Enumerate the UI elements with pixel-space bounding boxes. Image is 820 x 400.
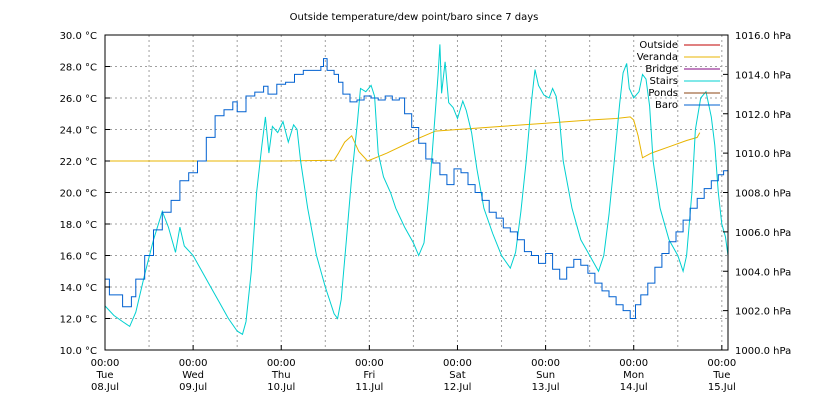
left-tick-label: 24.0 °C — [60, 126, 97, 137]
right-tick-label: 1006.0 hPa — [735, 228, 791, 239]
x-tick-date: 13.Jul — [532, 382, 560, 393]
left-tick-label: 22.0 °C — [60, 157, 97, 168]
chart-title: Outside temperature/dew point/baro since… — [290, 12, 539, 23]
x-tick-time: 00:00 — [179, 358, 208, 369]
x-tick-date: 08.Jul — [91, 382, 119, 393]
left-tick-label: 30.0 °C — [60, 31, 97, 42]
x-axis-ticks: 00:00Tue08.Jul00:00Wed09.Jul00:00Thu10.J… — [91, 345, 736, 393]
x-tick-weekday: Tue — [712, 370, 730, 381]
right-tick-label: 1012.0 hPa — [735, 110, 791, 121]
right-tick-label: 1016.0 hPa — [735, 31, 791, 42]
legend-label: Stairs — [650, 76, 679, 87]
series-lines — [104, 44, 729, 336]
right-tick-label: 1008.0 hPa — [735, 189, 791, 200]
right-tick-label: 1010.0 hPa — [735, 149, 791, 160]
x-tick-date: 09.Jul — [179, 382, 207, 393]
x-tick-time: 00:00 — [443, 358, 472, 369]
x-tick-time: 00:00 — [355, 358, 384, 369]
right-tick-label: 1002.0 hPa — [735, 307, 791, 318]
x-tick-time: 00:00 — [619, 358, 648, 369]
series-line-stairs — [104, 44, 729, 336]
left-tick-label: 18.0 °C — [60, 220, 97, 231]
x-tick-time: 00:00 — [707, 358, 736, 369]
grid-lines — [105, 35, 728, 350]
x-tick-weekday: Sun — [536, 370, 555, 381]
legend-label: Outside — [639, 40, 678, 51]
left-axis-ticks: 10.0 °C 12.0 °C 14.0 °C 16.0 °C 18.0 °C 20.0 … — [60, 31, 110, 357]
left-tick-label: 26.0 °C — [60, 94, 97, 105]
x-tick-date: 15.Jul — [708, 382, 736, 393]
x-tick-date: 14.Jul — [620, 382, 648, 393]
right-tick-label: 1014.0 hPa — [735, 70, 791, 81]
x-tick-date: 12.Jul — [443, 382, 471, 393]
x-tick-weekday: Thu — [271, 370, 291, 381]
legend-label: Ponds — [648, 88, 678, 99]
series-line-veranda — [105, 116, 701, 162]
x-tick-weekday: Tue — [95, 370, 113, 381]
legend-label: Veranda — [637, 52, 678, 63]
left-tick-label: 14.0 °C — [60, 283, 97, 294]
left-tick-label: 20.0 °C — [60, 189, 97, 200]
x-tick-weekday: Mon — [623, 370, 644, 381]
x-tick-time: 00:00 — [531, 358, 560, 369]
legend-label: Bridge — [645, 64, 678, 75]
x-tick-time: 00:00 — [267, 358, 296, 369]
right-tick-label: 1004.0 hPa — [735, 267, 791, 278]
series-line-baro — [105, 58, 729, 319]
left-tick-label: 12.0 °C — [60, 315, 97, 326]
left-tick-label: 16.0 °C — [60, 252, 97, 263]
x-tick-date: 10.Jul — [267, 382, 295, 393]
legend-label: Baro — [655, 100, 678, 111]
x-tick-time: 00:00 — [91, 358, 120, 369]
right-tick-label: 1000.0 hPa — [735, 346, 791, 357]
left-tick-label: 28.0 °C — [60, 63, 97, 74]
x-tick-weekday: Sat — [449, 370, 465, 381]
left-tick-label: 10.0 °C — [60, 346, 97, 357]
x-tick-date: 11.Jul — [355, 382, 383, 393]
x-tick-weekday: Fri — [363, 370, 375, 381]
right-axis-ticks: 1000.0 hPa 1002.0 hPa 1004.0 hPa 1006.0 hPa… — [723, 31, 791, 357]
x-tick-weekday: Wed — [182, 370, 204, 381]
